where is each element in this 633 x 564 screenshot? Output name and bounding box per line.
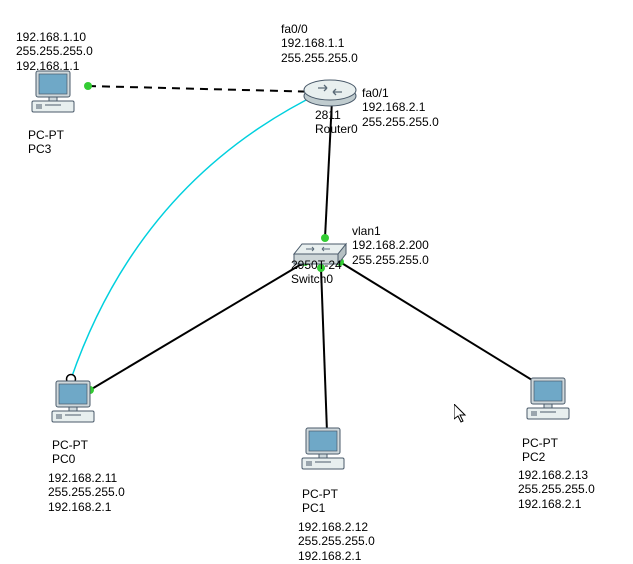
ip-label-router_fa00: fa0/0 192.168.1.1 255.255.255.0	[281, 22, 358, 65]
ip-label-pc3_ip: 192.168.1.10 255.255.255.0 192.168.1.1	[16, 30, 93, 73]
device-label-pc2: PC-PT PC2	[522, 436, 558, 465]
device-label-pc1: PC-PT PC1	[302, 487, 338, 516]
pc-icon	[52, 381, 94, 422]
device-label-pc3: PC-PT PC3	[28, 128, 64, 157]
router-icon	[304, 80, 356, 106]
ip-label-pc2_ip: 192.168.2.13 255.255.255.0 192.168.2.1	[518, 468, 595, 511]
pc-icon	[527, 378, 569, 419]
device-label-switch0: 2950T-24 Switch0	[291, 258, 342, 287]
ip-label-pc1_ip: 192.168.2.12 255.255.255.0 192.168.2.1	[298, 520, 375, 563]
device-label-router0: 2811 Router0	[315, 108, 358, 137]
ip-label-router_fa01: fa0/1 192.168.2.1 255.255.255.0	[362, 86, 439, 129]
pc-icon	[32, 71, 74, 112]
pc-icon	[302, 428, 344, 469]
device-label-pc0: PC-PT PC0	[52, 438, 88, 467]
ip-label-switch_vlan: vlan1 192.168.2.200 255.255.255.0	[352, 224, 429, 267]
ip-label-pc0_ip: 192.168.2.11 255.255.255.0 192.168.2.1	[48, 471, 125, 514]
